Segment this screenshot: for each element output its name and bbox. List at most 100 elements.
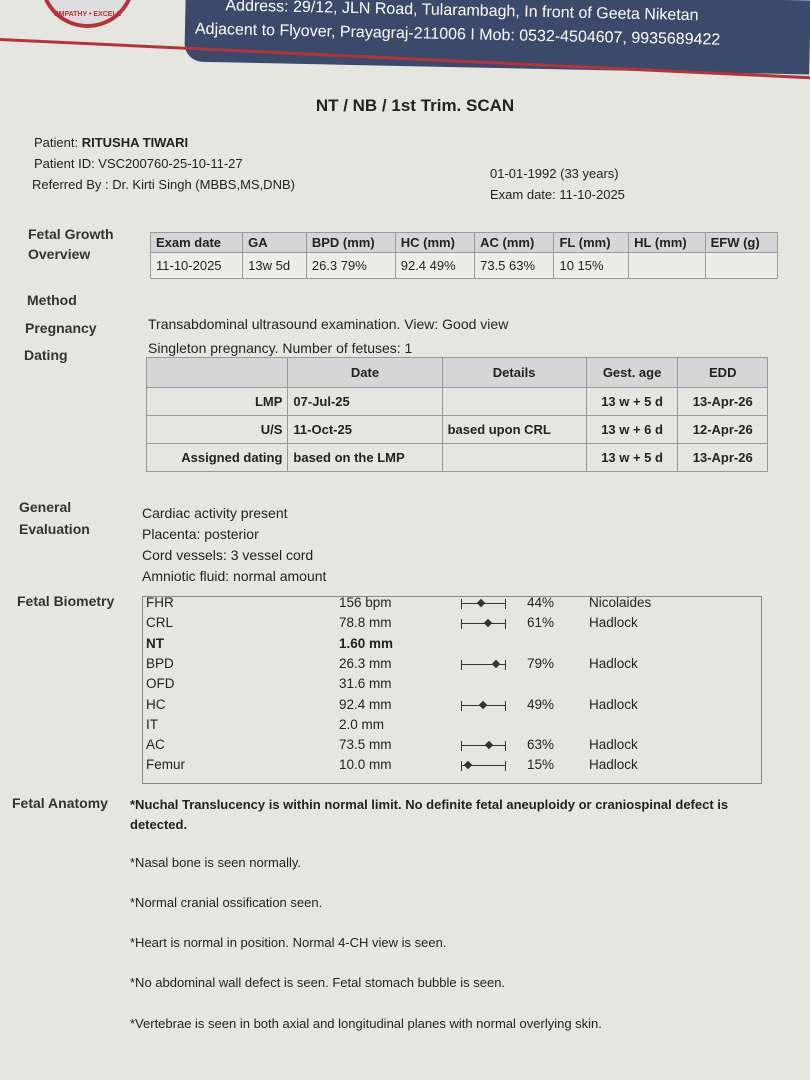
biometry-row: Femur 10.0 mm 15% Hadlock bbox=[143, 757, 763, 777]
biometry-reference: Hadlock bbox=[589, 696, 638, 712]
dating-header: Date bbox=[287, 357, 443, 388]
anatomy-finding: *Heart is normal in position. Normal 4-C… bbox=[130, 935, 447, 950]
dating-cell bbox=[441, 387, 587, 416]
growth-header: GA bbox=[242, 232, 307, 253]
dating-cell: based upon CRL bbox=[441, 415, 587, 444]
biometry-percentile: 15% bbox=[527, 757, 555, 773]
percentile-bar bbox=[461, 740, 506, 752]
percentile-marker bbox=[476, 598, 486, 608]
growth-cell: 11-10-2025 bbox=[149, 252, 244, 279]
growth-cell bbox=[704, 252, 779, 279]
biometry-reference: Hadlock bbox=[589, 757, 638, 773]
growth-header: HC (mm) bbox=[394, 232, 476, 253]
dating-header: Gest. age bbox=[585, 357, 679, 388]
dating-cell: based on the LMP bbox=[287, 443, 443, 472]
label-anatomy: Fetal Anatomy bbox=[12, 795, 108, 811]
biometry-row: BPD 26.3 mm 79% Hadlock bbox=[143, 656, 763, 676]
growth-cell: 92.4 49% bbox=[394, 252, 476, 279]
biometry-name: Femur bbox=[146, 757, 186, 773]
growth-table: Exam date GA BPD (mm) HC (mm) AC (mm) FL (mm)… bbox=[149, 232, 779, 279]
biometry-percentile: 63% bbox=[527, 737, 555, 753]
anatomy-finding: *Vertebrae is seen in both axial and lon… bbox=[130, 1016, 602, 1031]
general-item: Amniotic fluid: normal amount bbox=[142, 568, 327, 584]
percentile-marker bbox=[478, 700, 488, 709]
dating-cell: 13 w + 6 d bbox=[585, 415, 679, 444]
biometry-row: HC 92.4 mm 49% Hadlock bbox=[143, 697, 763, 717]
dating-cell: 13-Apr-26 bbox=[677, 443, 768, 472]
label-growth: Fetal Growth Overview bbox=[28, 226, 114, 262]
percentile-marker bbox=[491, 659, 501, 669]
biometry-reference: Hadlock bbox=[589, 615, 638, 631]
growth-cell: 26.3 79% bbox=[305, 252, 396, 279]
anatomy-finding: *No abdominal wall defect is seen. Fetal… bbox=[130, 975, 506, 990]
label-method: Method bbox=[27, 292, 77, 308]
dating-table: Date Details Gest. age EDD LMP 07-Jul-25 13 w … bbox=[145, 357, 768, 472]
dating-cell: Assigned dating bbox=[145, 443, 289, 472]
biometry-name: AC bbox=[146, 737, 165, 753]
biometry-value: 78.8 mm bbox=[339, 615, 392, 631]
biometry-value: 26.3 mm bbox=[339, 655, 392, 671]
growth-cell: 10 15% bbox=[553, 252, 630, 279]
biometry-name: FHR bbox=[146, 595, 174, 610]
biometry-name: OFD bbox=[146, 676, 175, 692]
dating-cell: U/S bbox=[145, 415, 289, 444]
growth-header: AC (mm) bbox=[474, 232, 555, 253]
growth-header: Exam date bbox=[149, 232, 244, 253]
dating-row: U/S 11-Oct-25 based upon CRL 13 w + 6 d 12-A… bbox=[145, 415, 768, 444]
growth-cell: 13w 5d bbox=[242, 252, 307, 279]
label-general: General Evaluation bbox=[19, 499, 90, 537]
dating-cell: 07-Jul-25 bbox=[287, 387, 443, 416]
general-item: Placenta: posterior bbox=[142, 526, 259, 542]
biometry-table: FHR 156 bpm 44% Nicolaides CRL 78.8 mm 61% Hadl… bbox=[142, 595, 763, 784]
biometry-reference: Hadlock bbox=[589, 655, 638, 671]
dating-cell: 12-Apr-26 bbox=[677, 415, 768, 444]
clinic-logo: EMPATHY • EXCELL bbox=[40, 0, 135, 28]
exam-date: Exam date: 11-10-2025 bbox=[490, 187, 625, 202]
growth-cell bbox=[628, 252, 706, 279]
percentile-bar bbox=[461, 761, 506, 772]
biometry-value: 156 bpm bbox=[339, 595, 392, 610]
dating-row: Assigned dating based on the LMP 13 w + 5 … bbox=[145, 443, 768, 472]
dating-header: EDD bbox=[677, 357, 768, 388]
method-text: Transabdominal ultrasound examination. V… bbox=[148, 316, 509, 332]
biometry-name: CRL bbox=[146, 615, 174, 631]
dating-cell: LMP bbox=[145, 387, 289, 416]
dating-cell: 11-Oct-25 bbox=[287, 415, 443, 444]
biometry-value: 92.4 mm bbox=[339, 696, 392, 712]
pregnancy-text: Singleton pregnancy. Number of fetuses: … bbox=[148, 340, 413, 356]
anatomy-finding: *Nuchal Translucency is within normal li… bbox=[130, 797, 729, 832]
referred-by: Referred By : Dr. Kirti Singh (MBBS,MS,D… bbox=[32, 177, 295, 192]
report-title: NT / NB / 1st Trim. SCAN bbox=[315, 96, 515, 115]
biometry-row: AC 73.5 mm 63% Hadlock bbox=[143, 737, 763, 757]
growth-header: EFW (g) bbox=[704, 232, 779, 253]
percentile-marker bbox=[484, 740, 494, 750]
biometry-value: 73.5 mm bbox=[339, 737, 392, 753]
biometry-reference: Nicolaides bbox=[589, 595, 652, 610]
dating-row: LMP 07-Jul-25 13 w + 5 d 13-Apr-26 bbox=[145, 387, 768, 416]
biometry-percentile: 44% bbox=[527, 595, 555, 610]
anatomy-finding: *Nasal bone is seen normally. bbox=[130, 855, 302, 870]
biometry-percentile: 79% bbox=[527, 655, 555, 671]
biometry-reference: Hadlock bbox=[589, 737, 638, 753]
general-item: Cord vessels: 3 vessel cord bbox=[142, 547, 314, 563]
percentile-bar bbox=[461, 598, 506, 609]
dating-cell: 13 w + 5 d bbox=[585, 443, 679, 472]
label-pregnancy: Pregnancy bbox=[25, 320, 97, 336]
percentile-marker bbox=[483, 619, 493, 628]
biometry-row: IT 2.0 mm bbox=[143, 717, 763, 737]
percentile-bar bbox=[461, 700, 506, 711]
percentile-marker bbox=[464, 761, 473, 770]
dating-cell: 13-Apr-26 bbox=[677, 387, 768, 416]
biometry-name: BPD bbox=[146, 655, 174, 671]
growth-header: HL (mm) bbox=[628, 232, 706, 253]
biometry-percentile: 61% bbox=[527, 615, 555, 631]
biometry-name: NT bbox=[146, 635, 164, 651]
percentile-bar bbox=[461, 659, 506, 670]
biometry-row: CRL 78.8 mm 61% Hadlock bbox=[143, 615, 763, 635]
growth-cell: 73.5 63% bbox=[474, 252, 555, 279]
patient-name: Patient: RITUSHA TIWARI bbox=[34, 135, 189, 150]
biometry-row: FHR 156 bpm 44% Nicolaides bbox=[143, 595, 763, 615]
biometry-value: 10.0 mm bbox=[339, 757, 392, 773]
dating-cell: 13 w + 5 d bbox=[585, 387, 679, 416]
biometry-name: IT bbox=[146, 716, 158, 732]
